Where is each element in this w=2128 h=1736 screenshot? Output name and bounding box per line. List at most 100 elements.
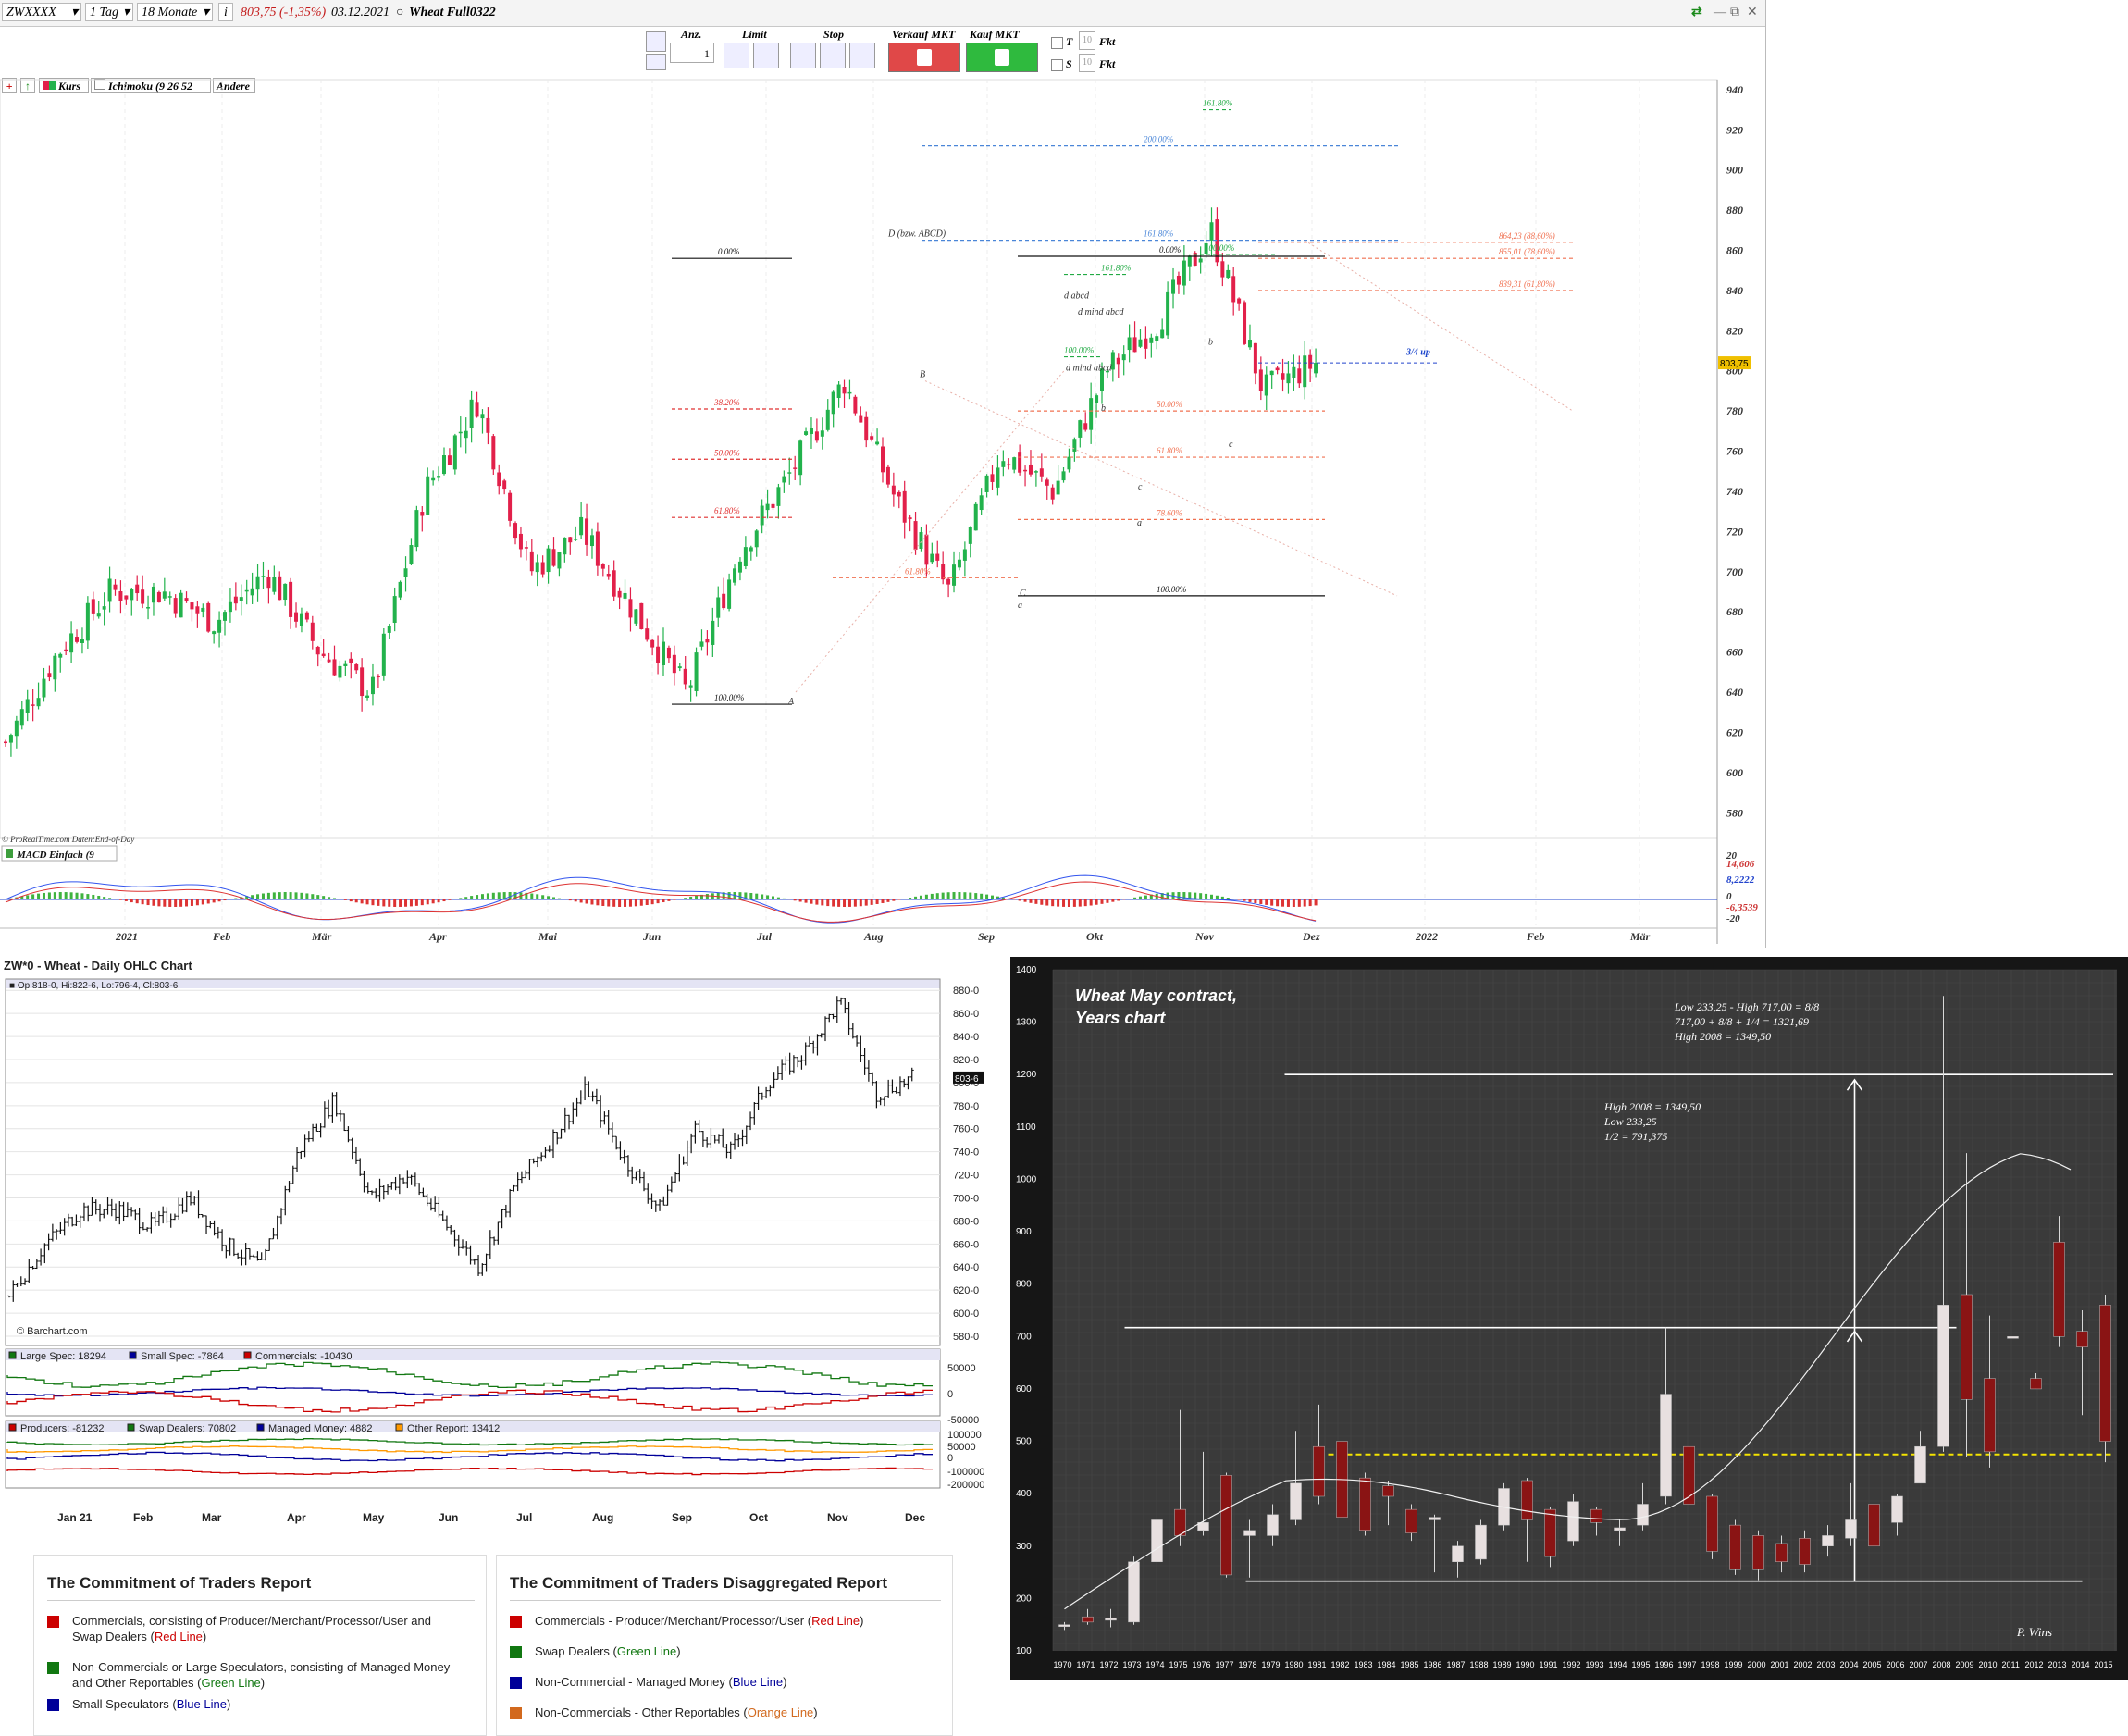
cot-legend-swatch: [127, 1423, 135, 1432]
interval-selector[interactable]: 1 Tag ▾: [85, 3, 133, 21]
price-candle: [64, 649, 68, 651]
cot-legend-label: Small Spec: -7864: [141, 1351, 224, 1362]
yearly-candle: [1937, 1305, 1949, 1447]
price-candle: [294, 612, 299, 622]
yearly-year-label: 1992: [1563, 1660, 1581, 1669]
price-legend[interactable]: Kurs: [39, 78, 89, 93]
month-tick-label: Okt: [1086, 930, 1104, 943]
quantity-input[interactable]: 1: [670, 43, 714, 63]
stop-buy-button[interactable]: [790, 43, 816, 68]
yearly-candle: [1637, 1504, 1649, 1526]
yearly-tick-label: 100: [1016, 1646, 1032, 1656]
limit-buy-button[interactable]: [724, 43, 749, 68]
ohlc-tick-label: 660-0: [953, 1239, 979, 1250]
macd-line: [5, 874, 1317, 924]
up-arrow-icon[interactable]: ↑: [20, 78, 35, 93]
macd-histogram-bar: [217, 899, 221, 902]
signature: P. Wins: [2016, 1625, 2052, 1639]
minimize-button[interactable]: —: [1714, 6, 1726, 19]
ohlc-last-label: 803-6: [955, 1074, 979, 1085]
green-swatch: [47, 1662, 59, 1674]
price-candle: [69, 633, 74, 653]
yearly-candle: [1845, 1519, 1857, 1539]
range-selector[interactable]: 18 Monate ▾: [137, 3, 213, 21]
price-candle: [173, 598, 178, 614]
macd-histogram-bar: [486, 893, 489, 899]
info-icon[interactable]: i: [218, 3, 233, 21]
macd-histogram-bar: [766, 895, 770, 899]
price-candle: [563, 537, 567, 555]
price-candle: [595, 531, 600, 566]
refresh-icon[interactable]: ⇄: [1691, 6, 1702, 19]
macd-histogram-bar: [722, 892, 725, 899]
add-icon[interactable]: +: [2, 78, 17, 93]
price-candle: [502, 480, 507, 490]
cot-legend-label: Producers: -81232: [20, 1423, 105, 1434]
divider: [47, 1600, 475, 1601]
yearly-candle: [1706, 1495, 1718, 1552]
price-candle: [996, 467, 1000, 488]
macd-histogram-bar: [53, 892, 56, 899]
legend-item-managed-money: Non-Commercial - Managed Money (Blue Lin…: [510, 1674, 935, 1690]
stop-cancel-button[interactable]: [849, 43, 875, 68]
macd-histogram-bar: [223, 899, 227, 901]
yearly-year-label: 1979: [1262, 1660, 1281, 1669]
price-candle: [299, 613, 303, 626]
macd-histogram-bar: [590, 899, 594, 905]
andere-button[interactable]: Andere: [213, 78, 255, 93]
down-color-swatch: [43, 81, 49, 90]
macd-histogram-bar: [124, 899, 128, 901]
yearly-candle: [1243, 1530, 1256, 1536]
price-candle: [847, 391, 852, 394]
macd-histogram-bar: [20, 896, 24, 899]
yearly-wheat-chart-panel: 100 200 300 400 500 600 700 800 900 1000 1100 1200 1…: [1010, 957, 2128, 1680]
yearly-candle: [1197, 1522, 1209, 1531]
close-button[interactable]: ✕: [1747, 6, 1758, 19]
sell-market-button[interactable]: [888, 43, 960, 72]
arrow-head: [1846, 1078, 1863, 1091]
price-candle: [278, 576, 282, 601]
macd-histogram-bar: [1023, 899, 1027, 902]
price-candle: [135, 584, 140, 594]
price-candle: [634, 609, 638, 624]
cot-legend-swatch: [8, 1423, 17, 1432]
price-candle: [387, 626, 391, 633]
wave-label: a: [1137, 518, 1142, 528]
macd-signal-line: [5, 881, 1317, 923]
t-ticks-input[interactable]: 10: [1079, 31, 1095, 50]
price-candle: [1198, 258, 1203, 263]
price-candle: [606, 573, 611, 577]
wrench-icon[interactable]: [646, 31, 666, 52]
t-checkbox[interactable]: [1051, 37, 1063, 49]
price-candle: [540, 562, 545, 575]
limit-sell-button[interactable]: [753, 43, 779, 68]
keyboard-icon[interactable]: [646, 54, 666, 70]
ohlc-tick-label: 860-0: [953, 1009, 979, 1020]
macd-histogram-bar: [853, 899, 857, 907]
symbol-selector[interactable]: ZWXXXX ▾: [2, 3, 81, 21]
macd-histogram-bar: [146, 899, 150, 906]
macd-histogram-bar: [377, 899, 380, 906]
yearly-tick-label: 500: [1016, 1437, 1032, 1447]
price-candle: [1045, 479, 1049, 486]
price-candle: [650, 639, 655, 648]
ichimoku-legend[interactable]: Ichimoku (9 26 52: [91, 78, 211, 93]
ohlc-info-label: ■ Op:818-0, Hi:822-6, Lo:796-4, Cl:803-6: [9, 981, 179, 991]
ohlc-tick-label: 700-0: [953, 1193, 979, 1204]
macd-tick-label: 20: [1726, 850, 1738, 862]
price-candle: [156, 591, 161, 603]
price-candle: [798, 440, 803, 476]
price-tick-label: 880: [1726, 204, 1743, 217]
yearly-tick-label: 400: [1016, 1489, 1032, 1499]
symbol-value: ZWXXXX: [6, 6, 56, 19]
legend-color-word: Blue Line: [732, 1675, 784, 1689]
buy-market-button[interactable]: [966, 43, 1038, 72]
s-checkbox[interactable]: [1051, 59, 1063, 71]
price-candle: [1012, 457, 1017, 470]
macd-histogram-bar: [26, 895, 30, 899]
macd-histogram-bar: [919, 895, 922, 899]
s-ticks-input[interactable]: 10: [1079, 54, 1095, 72]
restore-button[interactable]: ⧉: [1730, 6, 1739, 19]
trend-line: [795, 370, 1065, 693]
stop-sell-button[interactable]: [820, 43, 846, 68]
